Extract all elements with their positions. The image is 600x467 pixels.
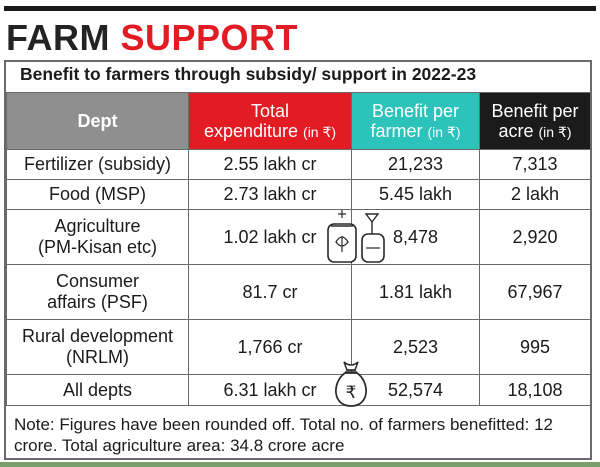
header-dept: Dept [6,92,189,150]
header-expenditure: Total expenditure (in ₹) [188,92,352,150]
header-per-acre-line2: acre [498,120,534,141]
header-expenditure-line1: Total [250,100,290,121]
row-dept-line2: (NRLM) [66,347,129,367]
row-dept-line2: affairs (PSF) [47,292,148,312]
table-header-row: Dept Total expenditure (in ₹) Benefit pe… [6,92,591,150]
row-per-acre: 7,313 [479,149,591,180]
header-dept-label: Dept [77,111,118,131]
row-dept-line1: Rural development [21,326,174,346]
table-frame [4,60,592,460]
row-dept-line1: Consumer [55,271,140,291]
row-expenditure: 1,766 cr [188,319,352,375]
headline-word-farm: FARM [6,17,110,58]
row-expenditure: 2.73 lakh cr [188,179,352,210]
header-per-acre-line1: Benefit per [491,100,579,121]
table-row: Fertilizer (subsidy) 2.55 lakh cr 21,233… [6,149,591,180]
row-dept: All depts [6,374,189,406]
bottom-bar [0,462,600,467]
row-expenditure: 2.55 lakh cr [188,149,352,180]
row-dept: Food (MSP) [6,179,189,210]
header-per-farmer-unit: (in ₹) [427,123,461,140]
row-per-farmer: 5.45 lakh [351,179,480,210]
row-per-farmer: 52,574 [351,374,480,406]
row-dept-line1: Agriculture [54,216,141,236]
table-row: Food (MSP) 2.73 lakh cr 5.45 lakh 2 lakh [6,179,591,210]
row-dept: Fertilizer (subsidy) [6,149,189,180]
row-per-acre: 2,920 [479,209,591,265]
row-dept: Rural development (NRLM) [6,319,189,375]
table-row: Agriculture (PM-Kisan etc) 1.02 lakh cr … [6,209,591,265]
rupee-symbol: ₹ [346,383,357,403]
subtitle: Benefit to farmers through subsidy/ supp… [20,64,477,84]
footnote: Note: Figures have been rounded off. Tot… [14,415,553,455]
row-dept: Consumer affairs (PSF) [6,264,189,320]
money-bag-icon: ₹ [335,361,367,407]
header-per-acre-unit: (in ₹) [538,123,572,140]
row-per-farmer: 1.81 lakh [351,264,480,320]
row-dept-line2: (PM-Kisan etc) [37,237,158,257]
header-expenditure-line2: expenditure [203,120,299,141]
row-per-acre: 67,967 [479,264,591,320]
headline-word-support: SUPPORT [120,17,299,58]
headline: FARM SUPPORT [6,18,298,58]
header-per-farmer-line1: Benefit per [371,100,460,121]
row-per-acre: 2 lakh [479,179,591,210]
row-dept: Agriculture (PM-Kisan etc) [6,209,189,265]
row-per-farmer: 21,233 [351,149,480,180]
table-row: Consumer affairs (PSF) 81.7 cr 1.81 lakh… [6,264,591,320]
table-row: Rural development (NRLM) 1,766 cr 2,523 … [6,319,591,375]
header-expenditure-unit: (in ₹) [303,123,337,140]
header-per-acre: Benefit per acre (in ₹) [479,92,591,150]
row-expenditure: 6.31 lakh cr [188,374,352,406]
benefit-table: Dept Total expenditure (in ₹) Benefit pe… [6,92,591,406]
header-per-farmer-line2: farmer [370,120,423,141]
row-per-acre: 18,108 [479,374,591,406]
row-expenditure: 1.02 lakh cr [188,209,352,265]
fertilizer-sack-icon [327,210,385,263]
row-per-acre: 995 [479,319,591,375]
row-expenditure: 81.7 cr [188,264,352,320]
top-rule [4,6,596,11]
table-row: All depts 6.31 lakh cr 52,574 18,108 [6,374,591,406]
header-per-farmer: Benefit per farmer (in ₹) [351,92,480,150]
